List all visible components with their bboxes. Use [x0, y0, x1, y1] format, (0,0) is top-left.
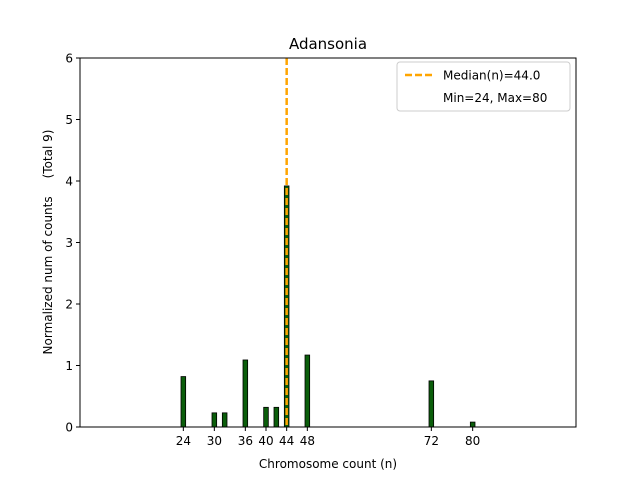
legend: Median(n)=44.0 Min=24, Max=80: [396, 61, 571, 112]
y-axis-label-main: Normalized num of counts: [41, 196, 55, 354]
bar-7: [304, 354, 311, 428]
y-tick-label: 6: [65, 52, 73, 66]
bar-5: [273, 406, 280, 428]
x-tick-label: 44: [279, 434, 294, 448]
x-axis-label: Chromosome count (n): [259, 457, 397, 471]
y-axis: 0 1 2 3 4 5 6: [65, 52, 80, 435]
bar-2: [221, 412, 228, 428]
legend-entry-minmax: Min=24, Max=80: [443, 91, 547, 105]
legend-entry-median: Median(n)=44.0: [443, 69, 540, 83]
y-tick-label: 1: [65, 359, 73, 373]
y-tick-label: 4: [65, 175, 73, 189]
bar-1: [211, 412, 218, 428]
x-tick-label: 80: [465, 434, 480, 448]
bar-0: [180, 376, 187, 428]
x-tick-label: 40: [258, 434, 273, 448]
y-tick-label: 3: [65, 236, 73, 250]
x-tick-label: 36: [238, 434, 253, 448]
y-axis-label: Normalized num of counts (Total 9): [41, 130, 55, 355]
x-axis: 24 30 36 40 44 48 72 80: [176, 427, 480, 448]
legend-box: [396, 61, 571, 112]
chart-title: Adansonia: [289, 35, 367, 53]
bar-9: [469, 421, 476, 428]
x-tick-label: 72: [424, 434, 439, 448]
y-axis-label-total: (Total 9): [41, 130, 55, 179]
x-tick-label: 30: [207, 434, 222, 448]
y-tick-label: 5: [65, 113, 73, 127]
bars-layer: [180, 185, 476, 428]
plot-frame: [79, 57, 577, 428]
x-tick-label: 24: [176, 434, 191, 448]
bar-4: [263, 406, 269, 428]
y-tick-label: 0: [65, 421, 73, 435]
x-tick-label: 48: [300, 434, 315, 448]
y-tick-label: 2: [65, 298, 73, 312]
bar-8: [428, 380, 435, 428]
bar-3: [242, 359, 249, 428]
